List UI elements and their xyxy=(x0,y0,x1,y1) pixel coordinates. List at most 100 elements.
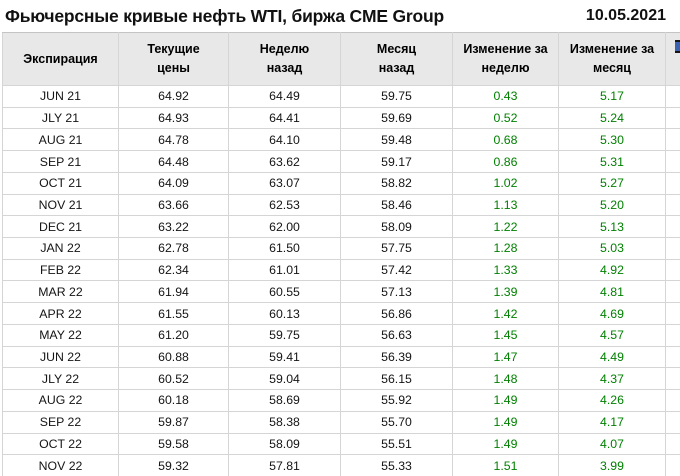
expiration-cell: NOV 22 xyxy=(2,454,119,476)
week-ago-cell: 60.55 xyxy=(228,280,341,304)
expiration-cell: SEP 22 xyxy=(2,410,119,434)
col-header-week-ago: Неделю назад xyxy=(228,32,341,86)
expiration-cell: FEB 22 xyxy=(2,258,119,282)
month-change-cell: 4.07 xyxy=(558,432,666,456)
current-price-cell: 61.94 xyxy=(118,280,229,304)
month-ago-cell: 56.86 xyxy=(340,302,453,325)
week-change-cell: 1.45 xyxy=(452,323,559,347)
current-price-cell: 59.58 xyxy=(118,432,229,456)
expiration-cell: APR 22 xyxy=(2,302,119,325)
table-row: MAY 22 61.20 59.75 56.63 1.45 4.57 xyxy=(2,323,680,347)
week-ago-cell: 61.50 xyxy=(228,237,341,260)
week-ago-cell: 62.00 xyxy=(228,215,341,239)
table-row: OCT 22 59.58 58.09 55.51 1.49 4.07 xyxy=(2,432,680,456)
current-price-cell: 59.32 xyxy=(118,454,229,476)
col-header-month-ago: Месяц назад xyxy=(340,32,453,86)
spacer-cell xyxy=(665,323,680,347)
title-bar: Фьючерсные кривые нефть WTI, биржа CME G… xyxy=(0,0,680,32)
month-change-cell: 5.30 xyxy=(558,128,666,152)
week-change-cell: 1.02 xyxy=(452,171,559,195)
week-ago-cell: 58.69 xyxy=(228,389,341,412)
report-date: 10.05.2021 xyxy=(585,7,666,24)
current-price-cell: 59.87 xyxy=(118,410,229,434)
current-price-cell: 61.55 xyxy=(118,302,229,325)
expiration-cell: JLY 21 xyxy=(2,106,119,130)
spacer-cell xyxy=(665,106,680,130)
table-row: OCT 21 64.09 63.07 58.82 1.02 5.27 xyxy=(2,171,680,195)
spacer-cell xyxy=(665,85,680,108)
clipped-element xyxy=(675,40,680,53)
week-ago-cell: 59.75 xyxy=(228,323,341,347)
month-ago-cell: 57.13 xyxy=(340,280,453,304)
current-price-cell: 64.78 xyxy=(118,128,229,152)
month-change-cell: 4.81 xyxy=(558,280,666,304)
week-change-cell: 1.47 xyxy=(452,345,559,369)
expiration-cell: MAY 22 xyxy=(2,323,119,347)
month-change-cell: 5.13 xyxy=(558,215,666,239)
month-change-cell: 4.92 xyxy=(558,258,666,282)
table-row: NOV 21 63.66 62.53 58.46 1.13 5.20 xyxy=(2,193,680,217)
table-row: JLY 22 60.52 59.04 56.15 1.48 4.37 xyxy=(2,367,680,391)
week-change-cell: 1.49 xyxy=(452,389,559,412)
spacer-cell xyxy=(665,150,680,173)
table-row: JAN 22 62.78 61.50 57.75 1.28 5.03 xyxy=(2,237,680,260)
spacer-cell xyxy=(665,389,680,412)
month-ago-cell: 59.75 xyxy=(340,85,453,108)
spacer-cell xyxy=(665,193,680,217)
month-ago-cell: 58.09 xyxy=(340,215,453,239)
month-change-cell: 5.17 xyxy=(558,85,666,108)
week-ago-cell: 63.62 xyxy=(228,150,341,173)
month-change-cell: 4.17 xyxy=(558,410,666,434)
month-ago-cell: 56.63 xyxy=(340,323,453,347)
week-change-cell: 0.52 xyxy=(452,106,559,130)
expiration-cell: SEP 21 xyxy=(2,150,119,173)
spacer-cell xyxy=(665,410,680,434)
month-ago-cell: 59.17 xyxy=(340,150,453,173)
table-row: AUG 21 64.78 64.10 59.48 0.68 5.30 xyxy=(2,128,680,152)
month-change-cell: 5.03 xyxy=(558,237,666,260)
current-price-cell: 60.88 xyxy=(118,345,229,369)
expiration-cell: JUN 22 xyxy=(2,345,119,369)
expiration-cell: OCT 22 xyxy=(2,432,119,456)
week-change-cell: 1.48 xyxy=(452,367,559,391)
month-ago-cell: 56.39 xyxy=(340,345,453,369)
week-ago-cell: 62.53 xyxy=(228,193,341,217)
expiration-cell: MAR 22 xyxy=(2,280,119,304)
futures-table: Экспирация Текущие цены Неделю назад Мес… xyxy=(2,32,680,476)
spacer-cell xyxy=(665,302,680,325)
week-change-cell: 1.49 xyxy=(452,432,559,456)
week-ago-cell: 59.04 xyxy=(228,367,341,391)
week-change-cell: 1.39 xyxy=(452,280,559,304)
month-ago-cell: 58.82 xyxy=(340,171,453,195)
table-row: SEP 22 59.87 58.38 55.70 1.49 4.17 xyxy=(2,410,680,434)
current-price-cell: 64.93 xyxy=(118,106,229,130)
spacer-cell xyxy=(665,280,680,304)
week-ago-cell: 59.41 xyxy=(228,345,341,369)
col-header-current: Текущие цены xyxy=(118,32,229,86)
month-ago-cell: 59.69 xyxy=(340,106,453,130)
spacer-cell xyxy=(665,237,680,260)
col-header-week-change: Изменение за неделю xyxy=(452,32,559,86)
current-price-cell: 60.18 xyxy=(118,389,229,412)
month-change-cell: 4.69 xyxy=(558,302,666,325)
month-ago-cell: 55.33 xyxy=(340,454,453,476)
expiration-cell: JAN 22 xyxy=(2,237,119,260)
table-row: APR 22 61.55 60.13 56.86 1.42 4.69 xyxy=(2,302,680,325)
month-ago-cell: 56.15 xyxy=(340,367,453,391)
week-ago-cell: 60.13 xyxy=(228,302,341,325)
current-price-cell: 64.92 xyxy=(118,85,229,108)
week-change-cell: 0.68 xyxy=(452,128,559,152)
table-row: AUG 22 60.18 58.69 55.92 1.49 4.26 xyxy=(2,389,680,412)
table-body: JUN 21 64.92 64.49 59.75 0.43 5.17 JLY 21 64.93… xyxy=(2,85,680,476)
month-change-cell: 5.24 xyxy=(558,106,666,130)
month-change-cell: 4.57 xyxy=(558,323,666,347)
table-row: SEP 21 64.48 63.62 59.17 0.86 5.31 xyxy=(2,150,680,173)
table-row: JLY 21 64.93 64.41 59.69 0.52 5.24 xyxy=(2,106,680,130)
table-row: JUN 21 64.92 64.49 59.75 0.43 5.17 xyxy=(2,85,680,108)
table-row: JUN 22 60.88 59.41 56.39 1.47 4.49 xyxy=(2,345,680,369)
month-ago-cell: 57.42 xyxy=(340,258,453,282)
expiration-cell: OCT 21 xyxy=(2,171,119,195)
month-ago-cell: 55.51 xyxy=(340,432,453,456)
week-ago-cell: 58.09 xyxy=(228,432,341,456)
spacer-cell xyxy=(665,367,680,391)
